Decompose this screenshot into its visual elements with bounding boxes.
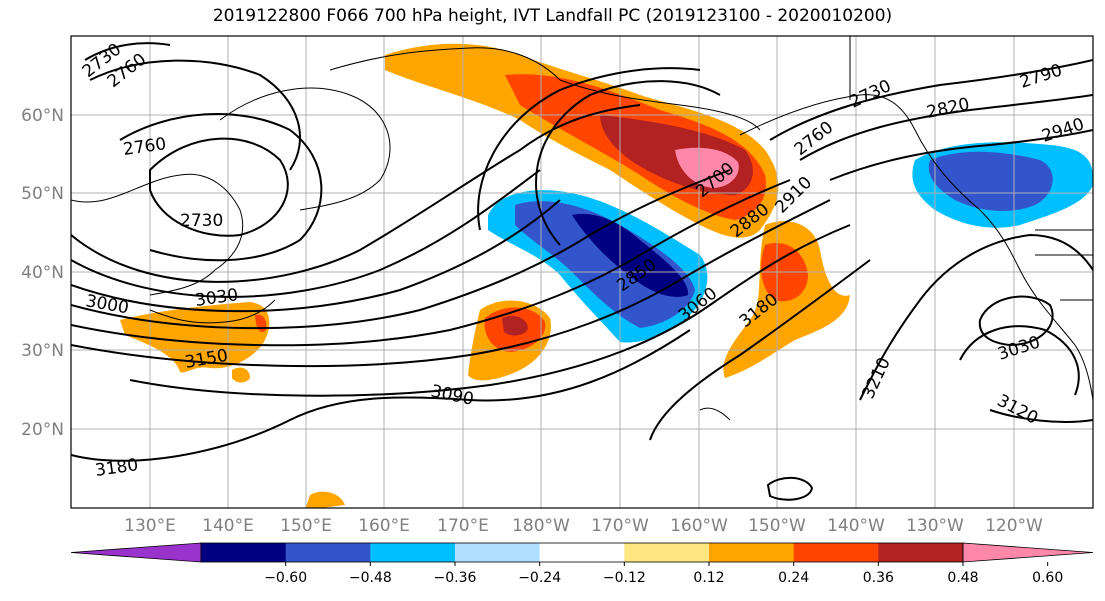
positive-ivt-region bbox=[120, 302, 270, 373]
latitude-labels: 60°N 50°N 40°N 30°N 20°N bbox=[21, 106, 64, 440]
positive-ivt-region bbox=[675, 147, 739, 188]
map-title: 2019122800 F066 700 hPa height, IVT Land… bbox=[212, 6, 893, 26]
lon-label: 170°W bbox=[591, 516, 649, 536]
lon-label: 120°W bbox=[985, 516, 1043, 536]
lon-label: 160°E bbox=[358, 516, 410, 536]
colorbar-tick-label: −0.48 bbox=[349, 570, 392, 586]
lon-label: 160°W bbox=[670, 516, 728, 536]
contour-label: 2730 bbox=[180, 211, 223, 231]
colorbar-segment bbox=[878, 543, 964, 562]
colorbar-segment bbox=[455, 543, 541, 562]
lat-label: 40°N bbox=[21, 263, 64, 283]
lon-label: 180°W bbox=[512, 516, 570, 536]
colorbar-tick-label: 0.24 bbox=[778, 570, 809, 586]
coastlines bbox=[71, 36, 1093, 421]
lon-label: 140°W bbox=[827, 516, 885, 536]
lat-label: 30°N bbox=[21, 341, 64, 361]
colorbar-tick-label: −0.36 bbox=[434, 570, 477, 586]
gridlines bbox=[71, 36, 1093, 508]
colorbar-tick-label: 0.36 bbox=[863, 570, 894, 586]
colorbar-tick-label: 0.60 bbox=[1032, 570, 1063, 586]
lon-label: 150°E bbox=[280, 516, 332, 536]
positive-ivt-region bbox=[232, 367, 250, 383]
colorbar-tick-label: 0.48 bbox=[947, 570, 978, 586]
lat-label: 50°N bbox=[21, 184, 64, 204]
lon-label: 140°E bbox=[202, 516, 254, 536]
lat-label: 20°N bbox=[21, 420, 64, 440]
colorbar-segment bbox=[539, 543, 625, 562]
colorbar-extend-high bbox=[962, 542, 1094, 563]
lon-label: 130°E bbox=[124, 516, 176, 536]
colorbar-tick-label: 0.12 bbox=[693, 570, 724, 586]
colorbar-extend-low bbox=[70, 542, 202, 563]
colorbar-segment bbox=[370, 543, 456, 562]
colorbar-segment bbox=[793, 543, 879, 562]
height-contours bbox=[71, 42, 1093, 501]
positive-ivt-region bbox=[305, 491, 345, 508]
lon-label: 130°W bbox=[906, 516, 964, 536]
lon-label: 150°W bbox=[748, 516, 806, 536]
colorbar-tick-label: −0.60 bbox=[264, 570, 307, 586]
colorbar-segment bbox=[624, 543, 710, 562]
map-frame bbox=[70, 35, 1094, 509]
colorbar-segment bbox=[201, 543, 287, 562]
negative-ivt-region bbox=[928, 151, 1053, 212]
lat-label: 60°N bbox=[21, 106, 64, 126]
colorbar-segment bbox=[709, 543, 795, 562]
colorbar: −0.60 −0.48 −0.36 −0.24 −0.12 0.12 0.24 0.36 0.4… bbox=[70, 542, 1094, 586]
colorbar-tick-label: −0.12 bbox=[603, 570, 646, 586]
negative-ivt-region bbox=[572, 213, 689, 297]
colorbar-tick-label: −0.24 bbox=[518, 570, 561, 586]
longitude-labels: 130°E 140°E 150°E 160°E 170°E 180°W 170°… bbox=[124, 516, 1043, 536]
positive-ivt-region bbox=[502, 316, 528, 336]
lon-label: 170°E bbox=[437, 516, 489, 536]
colorbar-outline bbox=[200, 542, 964, 563]
colorbar-segment bbox=[285, 543, 371, 562]
